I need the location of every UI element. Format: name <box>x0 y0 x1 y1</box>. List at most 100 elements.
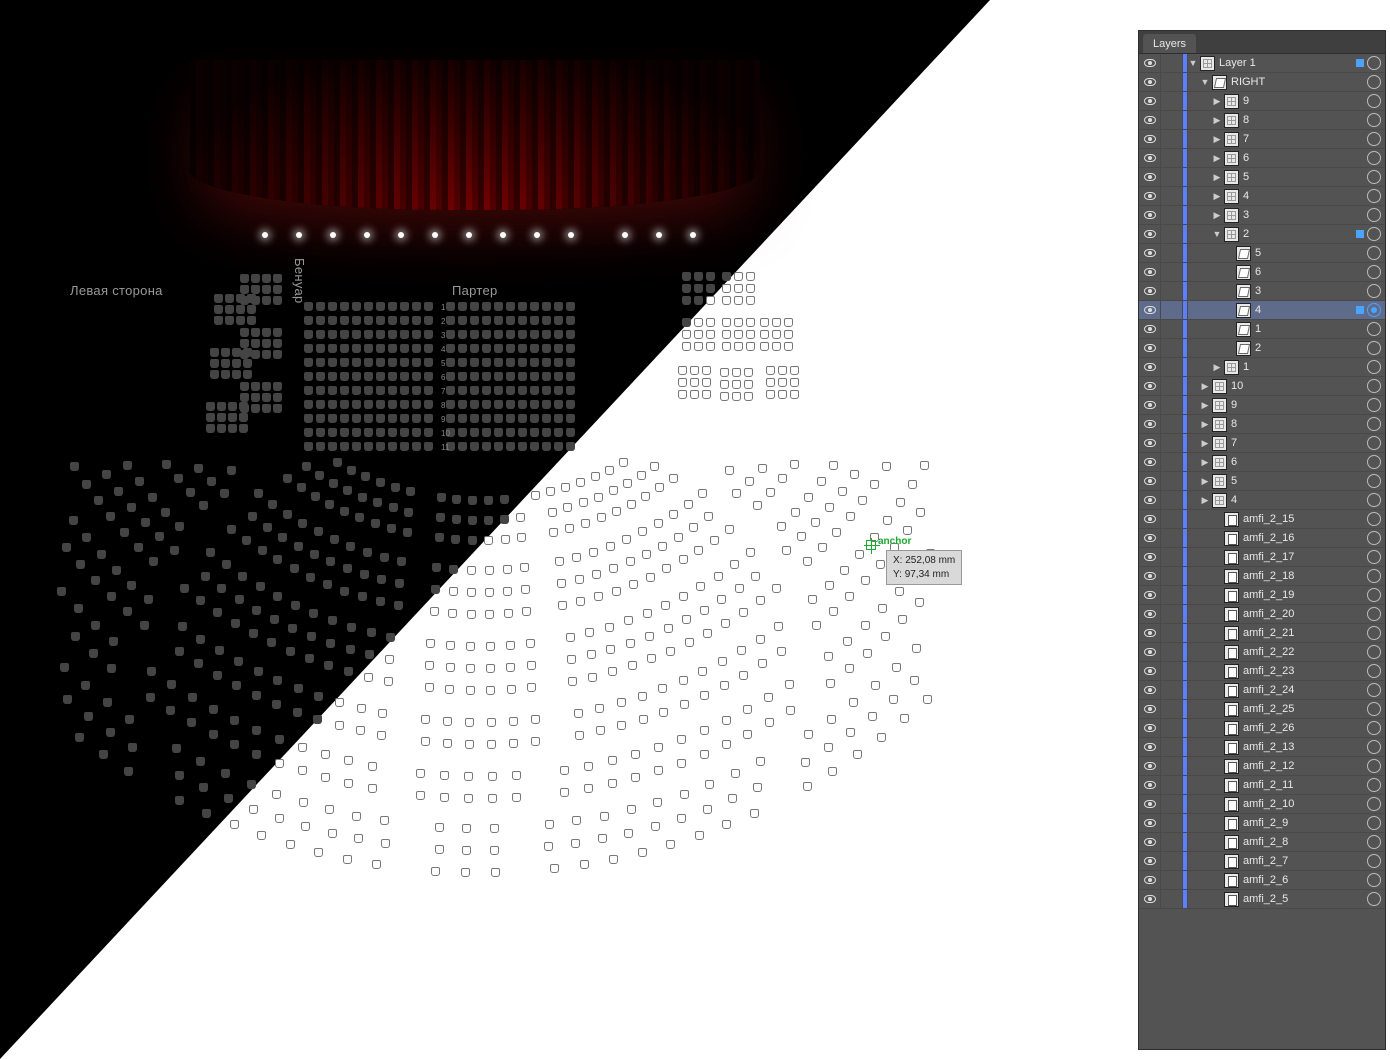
seat[interactable] <box>346 542 355 551</box>
disclosure-triangle[interactable]: ▶ <box>1200 476 1210 487</box>
seat[interactable] <box>626 639 635 648</box>
seat[interactable] <box>575 731 584 740</box>
seat[interactable] <box>705 780 714 789</box>
seat[interactable] <box>452 495 461 504</box>
seat[interactable] <box>845 664 854 673</box>
seat[interactable] <box>215 646 224 655</box>
seat[interactable] <box>817 477 826 486</box>
seat[interactable] <box>734 342 743 351</box>
seat[interactable] <box>518 400 527 409</box>
target-icon[interactable] <box>1367 493 1381 507</box>
seat[interactable] <box>734 284 743 293</box>
seat[interactable] <box>304 344 313 353</box>
seat[interactable] <box>774 622 783 631</box>
seat[interactable] <box>377 731 386 740</box>
seat[interactable] <box>57 587 66 596</box>
seat[interactable] <box>702 366 711 375</box>
seat[interactable] <box>364 302 373 311</box>
disclosure-triangle[interactable]: ▼ <box>1188 58 1198 68</box>
seat[interactable] <box>482 428 491 437</box>
seat[interactable] <box>148 493 157 502</box>
seat[interactable] <box>273 350 282 359</box>
seat[interactable] <box>424 302 433 311</box>
seat[interactable] <box>506 663 515 672</box>
layer-name[interactable]: amfi_2_13 <box>1243 741 1367 753</box>
seat[interactable] <box>766 378 775 387</box>
seat[interactable] <box>494 372 503 381</box>
visibility-toggle[interactable] <box>1139 890 1161 908</box>
seat[interactable] <box>560 766 569 775</box>
seat[interactable] <box>227 525 236 534</box>
seat[interactable] <box>843 637 852 646</box>
seat[interactable] <box>314 848 323 857</box>
seat[interactable] <box>568 677 577 686</box>
seat[interactable] <box>527 683 536 692</box>
seat[interactable] <box>772 318 781 327</box>
seat[interactable] <box>702 378 711 387</box>
disclosure-triangle[interactable]: ▶ <box>1212 153 1222 164</box>
seat[interactable] <box>213 608 222 617</box>
seat[interactable] <box>530 386 539 395</box>
layer-row[interactable]: amfi_2_15 <box>1139 510 1385 529</box>
seat[interactable] <box>458 400 467 409</box>
seat[interactable] <box>304 386 313 395</box>
target-icon[interactable] <box>1367 797 1381 811</box>
visibility-toggle[interactable] <box>1139 358 1161 376</box>
seat[interactable] <box>221 370 230 379</box>
seat[interactable] <box>548 508 557 517</box>
seat[interactable] <box>506 358 515 367</box>
seat[interactable] <box>220 489 229 498</box>
seat[interactable] <box>326 557 335 566</box>
visibility-toggle[interactable] <box>1139 814 1161 832</box>
seat[interactable] <box>725 525 734 534</box>
seat[interactable] <box>801 758 810 767</box>
disclosure-triangle[interactable]: ▶ <box>1212 115 1222 126</box>
seat[interactable] <box>340 587 349 596</box>
seat[interactable] <box>363 548 372 557</box>
seat[interactable] <box>346 645 355 654</box>
seat[interactable] <box>561 483 570 492</box>
lock-toggle[interactable] <box>1161 339 1183 357</box>
seat[interactable] <box>364 428 373 437</box>
seat[interactable] <box>449 587 458 596</box>
disclosure-triangle[interactable]: ▶ <box>1212 134 1222 145</box>
seat[interactable] <box>144 595 153 604</box>
seat[interactable] <box>106 728 115 737</box>
seat[interactable] <box>494 344 503 353</box>
layer-name[interactable]: 1 <box>1255 323 1367 335</box>
visibility-toggle[interactable] <box>1139 73 1161 91</box>
seat[interactable] <box>566 386 575 395</box>
layer-row[interactable]: ▶4 <box>1139 187 1385 206</box>
seat[interactable] <box>340 400 349 409</box>
seat[interactable] <box>440 771 449 780</box>
seat[interactable] <box>889 695 898 704</box>
seat[interactable] <box>376 330 385 339</box>
target-icon[interactable] <box>1367 284 1381 298</box>
seat[interactable] <box>589 548 598 557</box>
seat[interactable] <box>431 867 440 876</box>
seat[interactable] <box>470 400 479 409</box>
seat[interactable] <box>772 584 781 593</box>
seat[interactable] <box>304 358 313 367</box>
seat[interactable] <box>760 318 769 327</box>
seat[interactable] <box>546 487 555 496</box>
seat[interactable] <box>340 302 349 311</box>
disclosure-triangle[interactable]: ▶ <box>1212 191 1222 202</box>
seat[interactable] <box>425 661 434 670</box>
seat[interactable] <box>388 372 397 381</box>
seat[interactable] <box>243 370 252 379</box>
seat[interactable] <box>627 805 636 814</box>
target-icon[interactable] <box>1367 664 1381 678</box>
seat[interactable] <box>567 655 576 664</box>
seat[interactable] <box>853 750 862 759</box>
seat[interactable] <box>381 839 390 848</box>
seat[interactable] <box>554 428 563 437</box>
seat[interactable] <box>486 642 495 651</box>
seat[interactable] <box>194 659 203 668</box>
seat[interactable] <box>690 390 699 399</box>
seat[interactable] <box>321 773 330 782</box>
lock-toggle[interactable] <box>1161 719 1183 737</box>
seat[interactable] <box>214 316 223 325</box>
seat[interactable] <box>868 712 877 721</box>
seat[interactable] <box>162 460 171 469</box>
